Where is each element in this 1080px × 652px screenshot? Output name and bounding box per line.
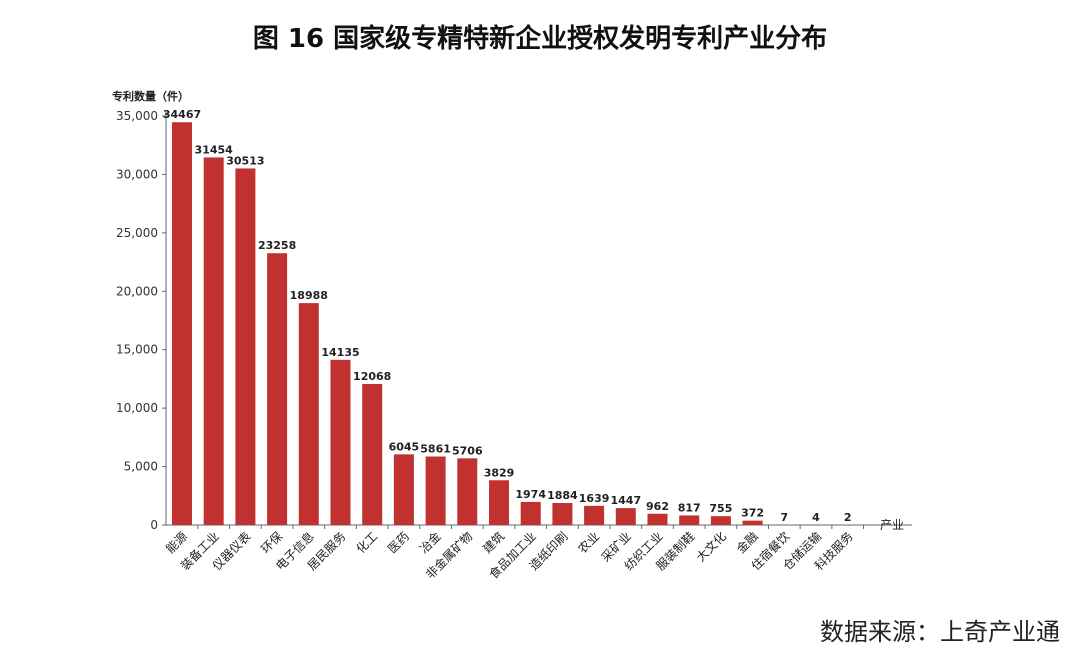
data-label: 12068	[353, 370, 391, 383]
y-axis-label: 专利数量（件）	[112, 89, 189, 103]
bar	[172, 122, 192, 525]
bar	[552, 502, 573, 525]
bar	[679, 515, 700, 525]
x-tick-label: 建筑	[480, 529, 508, 557]
data-label: 1884	[547, 489, 578, 502]
data-source: 数据来源：上奇产业通	[820, 618, 1060, 646]
data-label: 3829	[484, 466, 515, 479]
bar	[710, 516, 731, 525]
bar	[362, 383, 383, 525]
data-label: 372	[741, 507, 764, 520]
data-label: 6045	[389, 440, 420, 453]
bar	[457, 458, 478, 525]
data-label: 2	[844, 511, 852, 524]
data-label: 1974	[515, 488, 546, 501]
y-tick-label: 35,000	[116, 109, 158, 123]
bar	[520, 501, 541, 525]
x-tick-label: 农业	[575, 529, 602, 556]
data-label: 7	[780, 511, 788, 524]
bar	[584, 505, 605, 525]
data-label: 18988	[290, 289, 328, 302]
x-tick-label: 能源	[163, 529, 190, 556]
x-tick-label: 环保	[258, 529, 285, 556]
y-tick-label: 30,000	[116, 167, 158, 181]
y-tick-label: 10,000	[116, 401, 158, 415]
data-label: 1447	[610, 494, 641, 507]
data-label: 34467	[163, 108, 201, 121]
bar	[425, 456, 446, 525]
data-label: 23258	[258, 239, 296, 252]
data-label: 1639	[579, 492, 610, 505]
bar	[393, 454, 414, 525]
chart-title: 图 16 国家级专精特新企业授权发明专利产业分布	[252, 24, 828, 54]
y-tick-label: 25,000	[116, 226, 158, 240]
data-label: 14135	[321, 346, 359, 359]
bar	[615, 508, 636, 525]
bar	[742, 520, 763, 525]
y-tick-label: 20,000	[116, 284, 158, 298]
bar	[267, 253, 288, 525]
bar	[489, 480, 509, 525]
bar	[235, 168, 256, 525]
data-label: 755	[709, 502, 732, 515]
data-label: 30513	[226, 154, 264, 167]
x-axis-label: 产业	[880, 518, 904, 532]
data-label: 5706	[452, 444, 483, 457]
x-tick-label: 金融	[733, 529, 761, 557]
data-label: 5861	[420, 443, 451, 456]
bar	[330, 359, 351, 525]
data-label: 31454	[195, 143, 234, 156]
bar	[647, 513, 668, 525]
y-tick-label: 15,000	[116, 343, 158, 357]
bar	[203, 157, 224, 525]
data-label: 962	[646, 500, 669, 513]
x-tick-label: 大文化	[693, 529, 729, 565]
data-label: 4	[812, 511, 820, 524]
y-tick-label: 5,000	[124, 460, 158, 474]
y-tick-label: 0	[150, 518, 158, 532]
x-tick-label: 冶金	[416, 529, 444, 557]
data-label: 817	[678, 501, 701, 514]
x-tick-label: 化工	[353, 529, 380, 556]
bar	[298, 303, 319, 525]
x-tick-label: 医药	[385, 529, 412, 556]
